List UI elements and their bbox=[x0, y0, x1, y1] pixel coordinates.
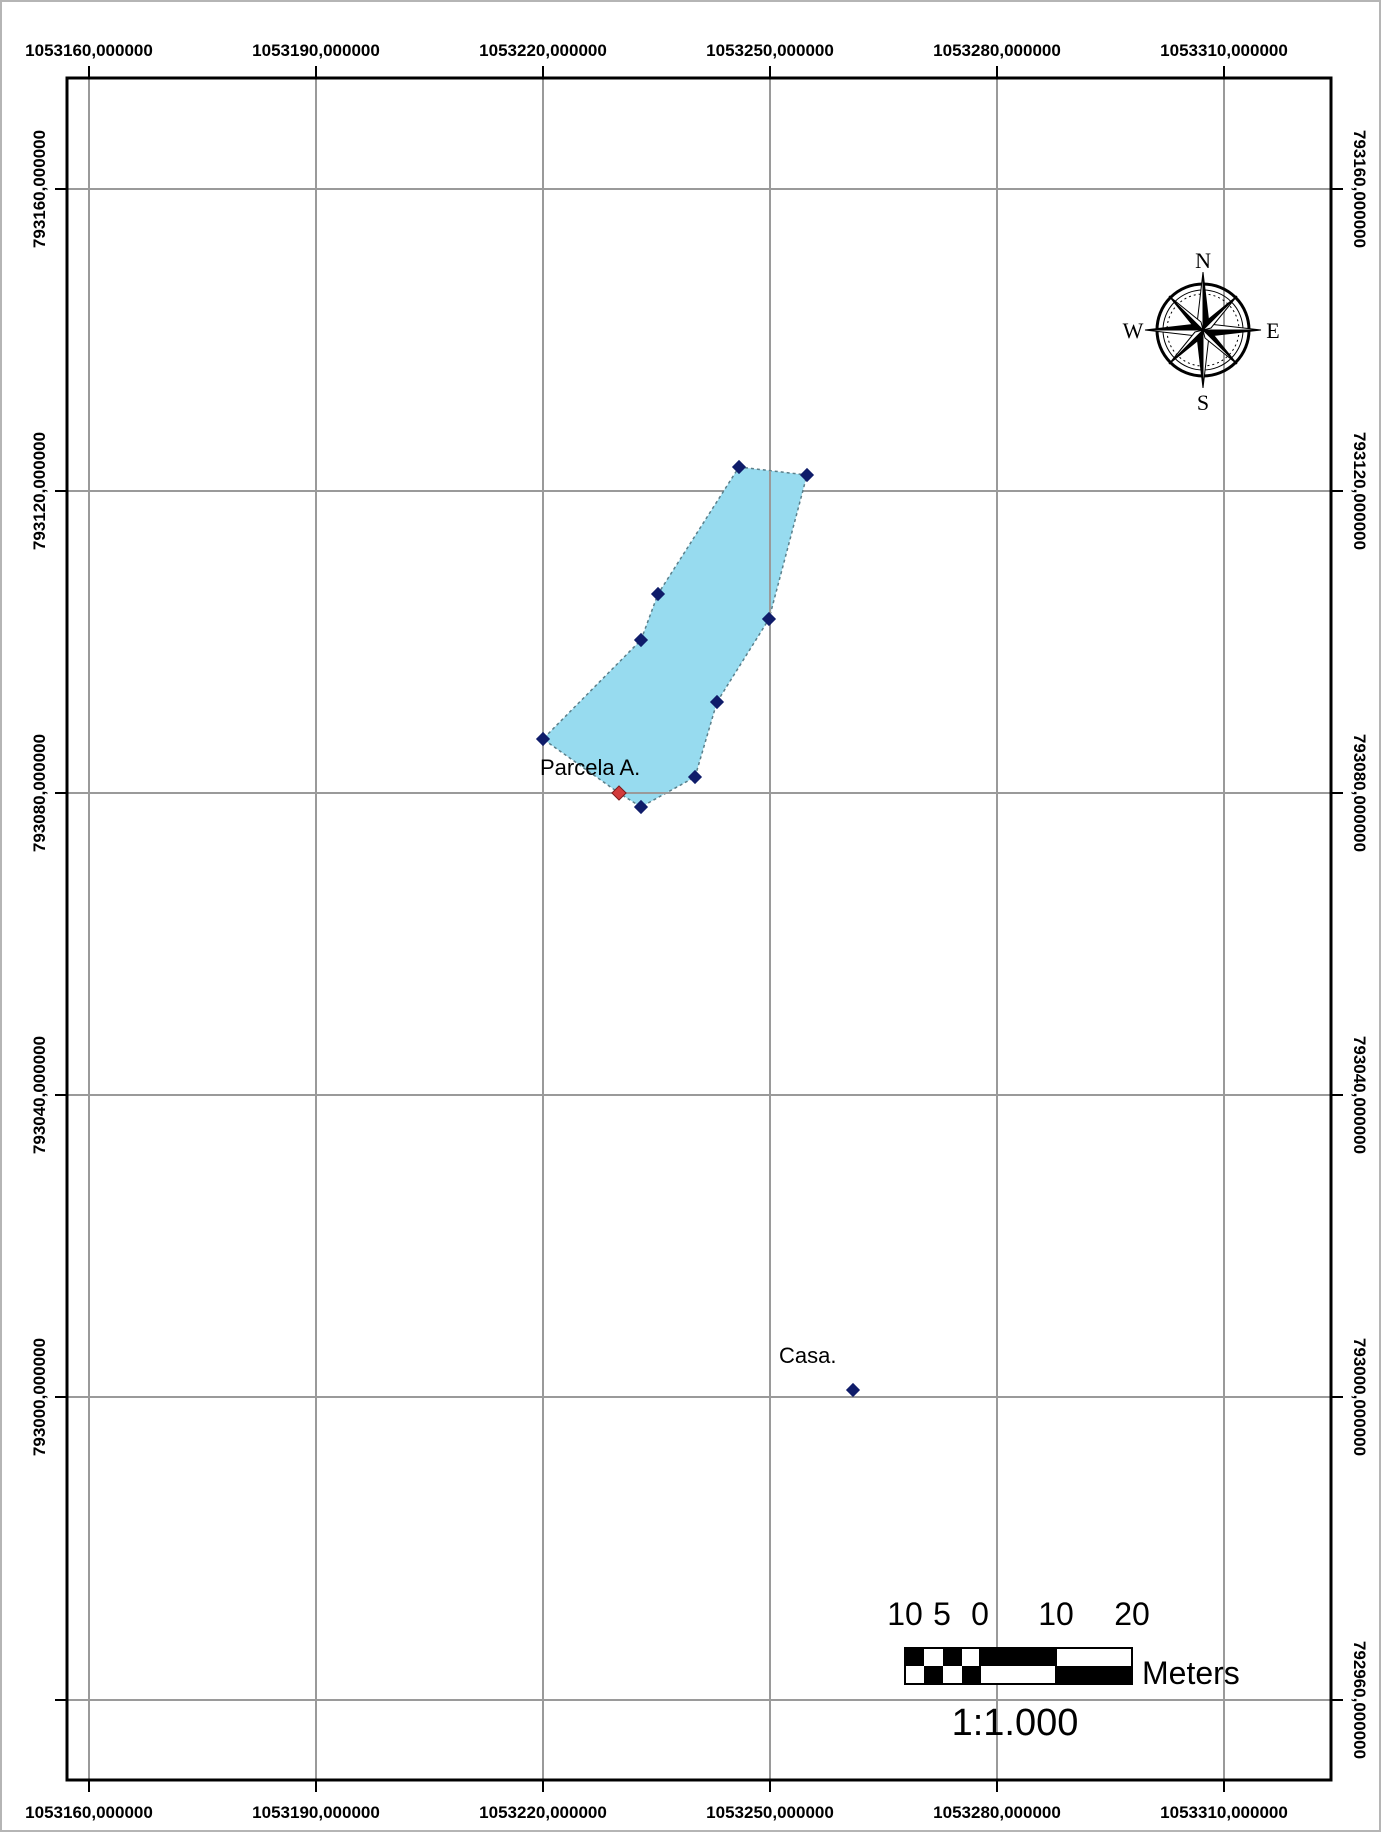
compass-rose-icon: N S E W bbox=[1123, 248, 1280, 415]
x-label-bottom: 1053310,000000 bbox=[1160, 1803, 1288, 1822]
y-label-right: 793160,000000 bbox=[1350, 130, 1369, 248]
y-label-right: 793080,000000 bbox=[1350, 734, 1369, 852]
vertex-marker bbox=[731, 459, 747, 475]
compass-e: E bbox=[1266, 318, 1279, 343]
casa-feature[interactable]: Casa. bbox=[779, 1343, 861, 1398]
parcela-polygon[interactable] bbox=[541, 466, 808, 808]
x-label-bottom: 1053280,000000 bbox=[933, 1803, 1061, 1822]
scale-ratio: 1:1.000 bbox=[952, 1702, 1079, 1744]
tick-marks bbox=[55, 66, 1343, 1792]
y-label-right: 793040,000000 bbox=[1350, 1036, 1369, 1154]
x-label-bottom: 1053160,000000 bbox=[25, 1803, 153, 1822]
vertex-marker bbox=[687, 769, 703, 785]
scale-tick-label: 10 bbox=[887, 1596, 923, 1632]
y-labels-left: 793160,000000 793120,000000 793080,00000… bbox=[30, 130, 49, 1456]
parcela-label: Parcela A. bbox=[540, 755, 640, 780]
compass-w: W bbox=[1123, 318, 1144, 343]
x-label-bottom: 1053250,000000 bbox=[706, 1803, 834, 1822]
scale-unit: Meters bbox=[1142, 1655, 1240, 1691]
vertex-marker bbox=[535, 731, 551, 747]
x-label-top: 1053160,000000 bbox=[25, 41, 153, 60]
scale-tick-label: 20 bbox=[1114, 1596, 1150, 1632]
x-label-top: 1053310,000000 bbox=[1160, 41, 1288, 60]
graticule bbox=[67, 78, 1331, 1780]
y-label-left: 793040,000000 bbox=[30, 1036, 49, 1154]
scale-bar: 10 5 0 10 20 Meters 1:1.000 bbox=[887, 1596, 1240, 1744]
vertex-marker bbox=[633, 632, 649, 648]
casa-point-marker[interactable] bbox=[845, 1382, 861, 1398]
scale-tick-label: 10 bbox=[1038, 1596, 1074, 1632]
vertex-marker bbox=[709, 694, 725, 710]
vertex-marker bbox=[799, 467, 815, 483]
y-label-right: 792960,000000 bbox=[1350, 1641, 1369, 1759]
parcela-feature[interactable]: Parcela A. bbox=[535, 459, 815, 815]
y-labels-right: 793160,000000 793120,000000 793080,00000… bbox=[1350, 130, 1369, 1759]
y-label-right: 793000,000000 bbox=[1350, 1338, 1369, 1456]
casa-label: Casa. bbox=[779, 1343, 836, 1368]
x-labels-top: 1053160,000000 1053190,000000 1053220,00… bbox=[25, 41, 1288, 60]
x-label-top: 1053220,000000 bbox=[479, 41, 607, 60]
x-label-bottom: 1053190,000000 bbox=[252, 1803, 380, 1822]
x-label-bottom: 1053220,000000 bbox=[479, 1803, 607, 1822]
y-label-right: 793120,000000 bbox=[1350, 432, 1369, 550]
scale-tick-label: 5 bbox=[933, 1596, 951, 1632]
label-point-marker bbox=[611, 785, 627, 801]
x-label-top: 1053190,000000 bbox=[252, 41, 380, 60]
y-label-left: 793120,000000 bbox=[30, 432, 49, 550]
neatline bbox=[65, 76, 1333, 1782]
parcela-vertices bbox=[535, 459, 815, 815]
vertex-marker bbox=[633, 799, 649, 815]
compass-s: S bbox=[1197, 390, 1209, 415]
scale-tick-label: 0 bbox=[971, 1596, 989, 1632]
vertex-marker bbox=[650, 586, 666, 602]
x-label-top: 1053250,000000 bbox=[706, 41, 834, 60]
y-label-left: 793160,000000 bbox=[30, 130, 49, 248]
x-labels-bottom: 1053160,000000 1053190,000000 1053220,00… bbox=[25, 1803, 1288, 1822]
y-label-left: 793000,000000 bbox=[30, 1338, 49, 1456]
x-label-top: 1053280,000000 bbox=[933, 41, 1061, 60]
vertex-marker bbox=[761, 611, 777, 627]
y-label-left: 793080,000000 bbox=[30, 734, 49, 852]
compass-n: N bbox=[1195, 248, 1211, 273]
